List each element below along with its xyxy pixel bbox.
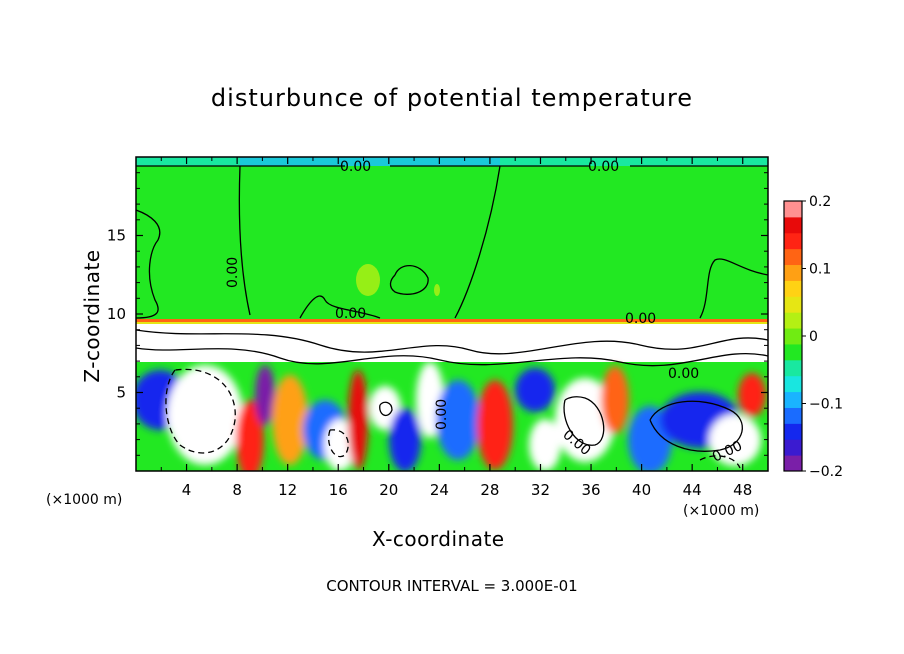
upper-layer-fill — [136, 157, 768, 327]
convective-cells — [136, 362, 766, 471]
x-tick-label: 12 — [278, 481, 297, 499]
x-axis-title: X-coordinate — [372, 527, 505, 551]
contour-mid-2 — [299, 295, 381, 319]
y-tick-label: 15 — [107, 227, 126, 245]
colorbar-swatch — [784, 359, 802, 377]
contour-label: 0.00 — [625, 311, 656, 327]
contour-closed-1 — [389, 264, 429, 295]
contour-label: 0.00 — [335, 306, 366, 322]
x-tick-label: 20 — [379, 481, 398, 499]
colorbar-swatch — [784, 423, 802, 440]
heatmap-field: 0.00 0.00 0.00 0.00 0.00 0.00 0.00 0.00 … — [136, 157, 768, 471]
x-tick-label: 48 — [733, 481, 752, 499]
x-tick-label: 4 — [182, 481, 192, 499]
x-tick-label: 44 — [683, 481, 702, 499]
x-tick-label: 28 — [480, 481, 499, 499]
colorbar-swatch — [784, 232, 802, 250]
contour-left-1 — [238, 165, 251, 316]
colorbar-swatch — [784, 201, 802, 218]
colorbar-swatch — [784, 391, 802, 408]
colorbar-swatch — [784, 439, 802, 456]
transition-layer — [136, 320, 768, 364]
colorbar-swatch — [784, 248, 802, 266]
colorbar-swatch — [784, 407, 802, 424]
colorbar-swatch — [784, 343, 802, 361]
contour-label: 0.00 — [668, 366, 699, 382]
warm-blob — [356, 264, 380, 296]
colorbar-tick-label: 0.2 — [809, 194, 831, 210]
contour-right-1 — [699, 258, 768, 319]
warm-blob-small — [434, 284, 440, 296]
colorbar: 0.2 0.1 0 −0.1 −0.2 — [783, 194, 843, 480]
y-axis: 5 10 15 — [107, 172, 768, 456]
colorbar-swatch — [784, 216, 802, 234]
contour-label: 0.00 — [340, 159, 371, 175]
colorbar-swatch — [784, 455, 802, 472]
y-tick-label: 10 — [107, 305, 126, 323]
colorbar-tick-label: 0 — [809, 329, 818, 345]
inversion-line — [136, 319, 768, 322]
x-unit-right: (×1000 m) — [683, 503, 760, 519]
y-tick-label: 5 — [116, 384, 126, 402]
contour-label: 0.00 — [434, 399, 450, 430]
x-tick-label: 36 — [581, 481, 600, 499]
x-axis: 4 8 12 16 20 24 28 32 36 40 44 48 — [160, 157, 752, 499]
colorbar-swatch — [784, 280, 802, 297]
x-tick-label: 16 — [329, 481, 348, 499]
x-unit-left: (×1000 m) — [46, 492, 123, 508]
x-tick-label: 8 — [232, 481, 242, 499]
contour-label: 0.00 — [225, 257, 241, 288]
contour-left-edge — [136, 209, 161, 319]
colorbar-tick-label: −0.1 — [809, 397, 843, 413]
contour-interval-note: CONTOUR INTERVAL = 3.000E-01 — [326, 577, 578, 595]
colorbar-tick-label: 0.1 — [809, 262, 831, 278]
colorbar-swatch — [784, 312, 802, 329]
top-band-cool — [240, 157, 500, 166]
x-tick-label: 24 — [430, 481, 449, 499]
x-tick-label: 32 — [531, 481, 550, 499]
colorbar-swatch — [784, 328, 802, 345]
colorbar-tick-label: −0.2 — [809, 464, 843, 480]
x-tick-label: 40 — [632, 481, 651, 499]
contour-lines — [136, 165, 768, 469]
chart-title: disturbunce of potential temperature — [210, 84, 694, 112]
inversion-line-2 — [136, 322, 768, 324]
colorbar-swatch — [784, 375, 802, 393]
colorbar-swatch — [784, 264, 802, 281]
contour-label: 0.00 — [588, 159, 619, 175]
colorbar-swatch — [784, 296, 802, 313]
y-axis-title: Z-coordinate — [80, 249, 104, 383]
contour-mid-1 — [454, 165, 501, 319]
